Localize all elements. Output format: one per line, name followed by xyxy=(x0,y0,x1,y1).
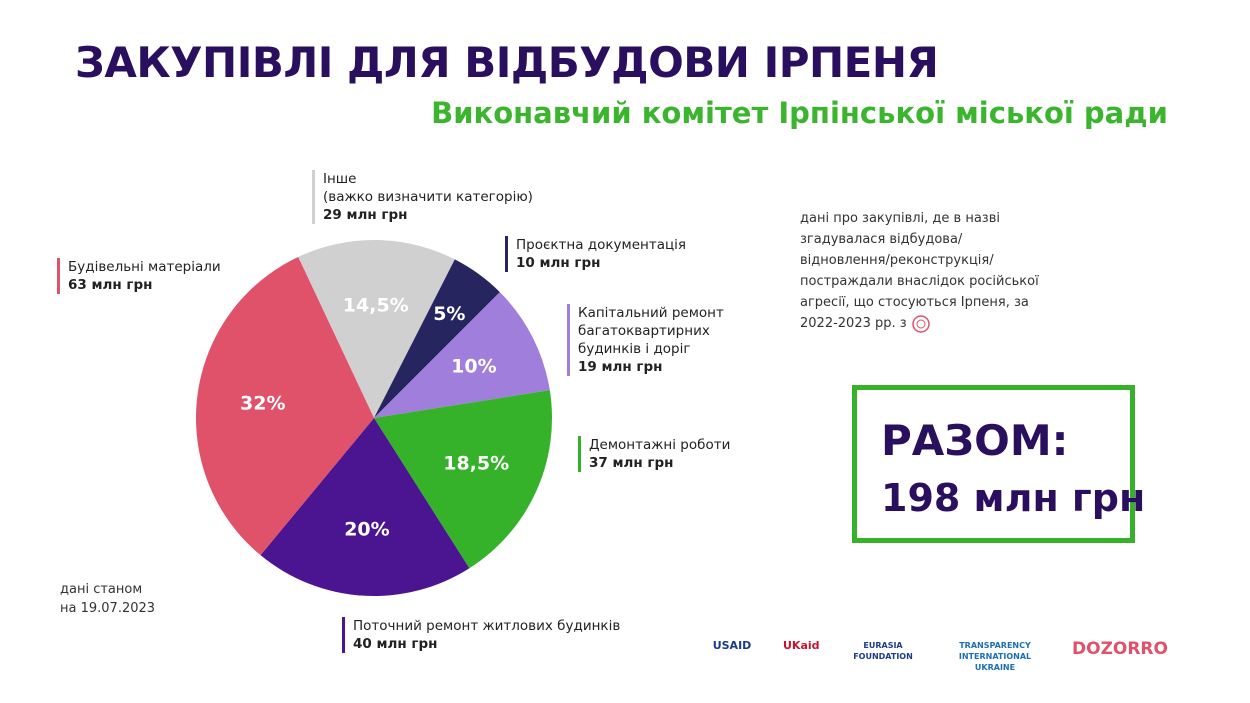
legend-item: Інше (важко визначити категорію) 29 млн г… xyxy=(312,170,533,224)
subtitle: Виконавчий комітет Ірпінської міської ра… xyxy=(431,96,1168,130)
legend-item: Проєктна документація 10 млн грн xyxy=(505,236,686,272)
pie-slice xyxy=(374,292,550,418)
legend-amount: 63 млн грн xyxy=(68,277,153,293)
pie-slice xyxy=(374,390,552,569)
legend-amount: 37 млн грн xyxy=(589,455,674,471)
legend-name: Проєктна документація xyxy=(516,237,687,253)
total-value: 198 млн грн xyxy=(881,476,1146,520)
slice-label: 18,5% xyxy=(443,453,509,475)
slice-label: 20% xyxy=(344,518,389,540)
legend-amount: 19 млн грн xyxy=(578,359,663,375)
legend-name: Поточний ремонт житлових будинків xyxy=(353,618,621,634)
legend-item: Поточний ремонт житлових будинків 40 млн … xyxy=(342,617,620,653)
legend-amount: 10 млн грн xyxy=(516,255,601,271)
legend-item: Будівельні матеріали 63 млн грн xyxy=(57,258,221,294)
legend-item: Демонтажні роботи 37 млн грн xyxy=(578,436,730,472)
legend-amount: 29 млн грн xyxy=(323,207,408,223)
slice-label: 14,5% xyxy=(343,294,409,316)
logo: TRANSPARENCY INTERNATIONAL UKRAINE xyxy=(958,641,1032,672)
pie-slice xyxy=(298,240,455,418)
total-label: РАЗОМ: xyxy=(881,416,1069,465)
note: дані про закупівлі, де в назві згадувала… xyxy=(800,208,1050,334)
legend-name: Демонтажні роботи xyxy=(589,437,731,453)
legend-name: Будівельні матеріали xyxy=(68,259,221,275)
logo: UKaid xyxy=(783,639,820,652)
logo: EURASIA FOUNDATION xyxy=(853,641,913,661)
legend-name: Капітальний ремонт багатоквартирних буди… xyxy=(578,305,724,357)
legend-item: Капітальний ремонт багатоквартирних буди… xyxy=(567,304,743,376)
pie-slice xyxy=(374,259,500,418)
legend-amount: 40 млн грн xyxy=(353,636,438,652)
legend-name: Інше (важко визначити категорію) xyxy=(323,171,533,205)
slice-label: 32% xyxy=(240,392,285,414)
logo: USAID xyxy=(712,639,752,652)
note-text: дані про закупівлі, де в назві згадувала… xyxy=(800,211,1039,331)
pie-slice xyxy=(260,418,470,596)
title: ЗАКУПІВЛІ ДЛЯ ВІДБУДОВИ ІРПЕНЯ xyxy=(75,38,939,87)
source-icon xyxy=(912,314,930,333)
date-note: дані станом на 19.07.2023 xyxy=(60,582,156,616)
slice-label: 10% xyxy=(451,356,496,378)
pie-slice xyxy=(195,256,374,556)
slice-label: 5% xyxy=(433,303,465,325)
total-box: РАЗОМ: 198 млн грн xyxy=(852,385,1145,543)
logo: DOZORRO xyxy=(1072,639,1168,659)
